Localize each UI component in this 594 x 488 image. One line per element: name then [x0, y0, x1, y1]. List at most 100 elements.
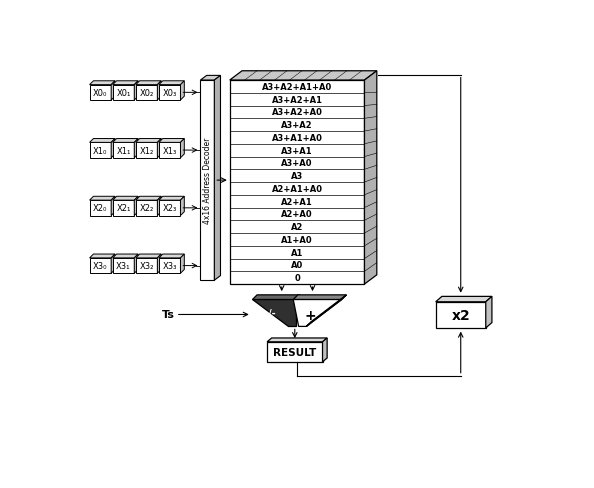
Text: A2+A0: A2+A0	[282, 210, 313, 219]
Text: A3+A2+A1+A0: A3+A2+A1+A0	[262, 83, 332, 92]
Text: A3: A3	[291, 172, 303, 181]
Polygon shape	[159, 143, 181, 159]
Text: 4x16 Address Decoder: 4x16 Address Decoder	[203, 138, 212, 224]
Polygon shape	[134, 255, 138, 274]
Polygon shape	[90, 201, 111, 216]
Polygon shape	[436, 302, 486, 328]
Polygon shape	[111, 197, 115, 216]
Polygon shape	[113, 85, 134, 101]
Text: X0₃: X0₃	[163, 89, 177, 98]
Polygon shape	[159, 258, 181, 274]
Text: Ts: Ts	[162, 309, 175, 319]
Polygon shape	[113, 143, 134, 159]
Text: X1₃: X1₃	[163, 146, 177, 155]
Polygon shape	[159, 85, 181, 101]
Polygon shape	[113, 255, 138, 258]
Text: A0: A0	[291, 261, 303, 270]
Text: X3₁: X3₁	[116, 262, 131, 270]
Polygon shape	[181, 197, 184, 216]
Polygon shape	[113, 139, 138, 143]
Polygon shape	[214, 76, 220, 281]
Text: +: +	[305, 308, 316, 323]
Polygon shape	[90, 255, 115, 258]
Polygon shape	[159, 81, 184, 85]
Polygon shape	[136, 85, 157, 101]
Polygon shape	[157, 255, 161, 274]
Polygon shape	[90, 197, 115, 201]
Text: X3₂: X3₂	[140, 262, 154, 270]
Text: RESULT: RESULT	[273, 347, 317, 357]
Text: A3+A0: A3+A0	[282, 159, 313, 168]
Text: A2: A2	[291, 223, 304, 232]
Polygon shape	[113, 258, 134, 274]
Polygon shape	[157, 81, 161, 101]
Polygon shape	[252, 300, 296, 327]
Polygon shape	[134, 139, 138, 159]
Text: 0: 0	[294, 274, 300, 283]
Polygon shape	[181, 255, 184, 274]
Polygon shape	[111, 139, 115, 159]
Text: X1₁: X1₁	[116, 146, 131, 155]
Polygon shape	[436, 297, 492, 302]
Polygon shape	[159, 197, 184, 201]
Polygon shape	[181, 139, 184, 159]
Polygon shape	[113, 197, 138, 201]
Polygon shape	[136, 139, 161, 143]
Text: A3+A2+A1: A3+A2+A1	[271, 96, 323, 104]
Polygon shape	[157, 139, 161, 159]
Polygon shape	[136, 197, 161, 201]
Text: X1₂: X1₂	[140, 146, 154, 155]
Polygon shape	[90, 258, 111, 274]
Polygon shape	[136, 258, 157, 274]
Text: A2+A1+A0: A2+A1+A0	[271, 184, 323, 194]
Text: X1₀: X1₀	[93, 146, 108, 155]
Polygon shape	[111, 81, 115, 101]
Text: X2₁: X2₁	[116, 204, 131, 213]
Polygon shape	[252, 295, 300, 300]
Text: X0₀: X0₀	[93, 89, 108, 98]
Polygon shape	[134, 197, 138, 216]
Polygon shape	[267, 342, 323, 362]
Polygon shape	[201, 81, 214, 281]
Polygon shape	[181, 81, 184, 101]
Text: x2: x2	[451, 308, 470, 322]
Polygon shape	[307, 295, 346, 327]
Polygon shape	[90, 85, 111, 101]
Text: X3₀: X3₀	[93, 262, 108, 270]
Text: A3+A1+A0: A3+A1+A0	[271, 134, 323, 142]
Polygon shape	[230, 72, 377, 81]
Polygon shape	[201, 76, 220, 81]
Polygon shape	[159, 139, 184, 143]
Polygon shape	[90, 139, 115, 143]
Text: X2₂: X2₂	[140, 204, 154, 213]
Text: A1: A1	[291, 248, 304, 257]
Text: A3+A2+A0: A3+A2+A0	[271, 108, 323, 117]
Polygon shape	[136, 143, 157, 159]
Polygon shape	[293, 295, 346, 300]
Text: X2₀: X2₀	[93, 204, 108, 213]
Polygon shape	[159, 255, 184, 258]
Polygon shape	[293, 300, 342, 327]
Polygon shape	[113, 201, 134, 216]
Text: X0₁: X0₁	[116, 89, 131, 98]
Polygon shape	[136, 255, 161, 258]
Polygon shape	[157, 197, 161, 216]
Polygon shape	[136, 81, 161, 85]
Text: X3₃: X3₃	[163, 262, 177, 270]
Polygon shape	[113, 81, 138, 85]
Polygon shape	[90, 81, 115, 85]
Polygon shape	[136, 201, 157, 216]
Polygon shape	[230, 81, 365, 285]
Polygon shape	[486, 297, 492, 328]
Polygon shape	[111, 255, 115, 274]
Polygon shape	[159, 201, 181, 216]
Polygon shape	[365, 72, 377, 285]
Polygon shape	[323, 338, 327, 362]
Text: X0₂: X0₂	[140, 89, 154, 98]
Polygon shape	[134, 81, 138, 101]
Text: A3+A1: A3+A1	[282, 146, 313, 155]
Text: A1+A0: A1+A0	[282, 235, 313, 244]
Polygon shape	[267, 338, 327, 342]
Text: +/-: +/-	[260, 308, 276, 318]
Text: X2₃: X2₃	[163, 204, 177, 213]
